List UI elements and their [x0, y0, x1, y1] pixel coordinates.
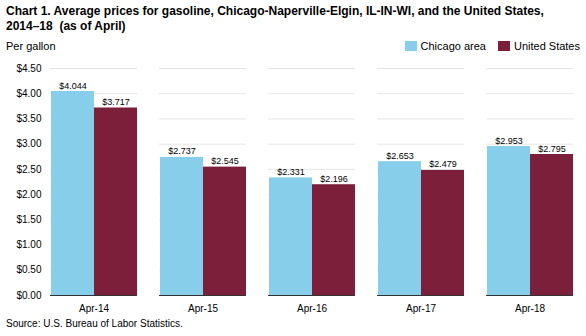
html-text:Chicago area: Chicago area [420, 40, 486, 52]
svg-text:Apr-18: Apr-18 [515, 303, 545, 314]
svg-text:$0.00: $0.00 [16, 290, 41, 301]
html-text:Chart 1. Average prices for ga: Chart 1. Average prices for gasoline, Ch… [6, 4, 548, 33]
svg-text:$4.50: $4.50 [16, 63, 41, 74]
svg-text:$3.50: $3.50 [16, 113, 41, 124]
svg-text:$2.331: $2.331 [277, 167, 305, 177]
svg-text:$2.479: $2.479 [429, 159, 457, 169]
svg-text:Apr-16: Apr-16 [297, 303, 327, 314]
html-text:Per gallon: Per gallon [6, 40, 56, 52]
svg-text:$2.196: $2.196 [320, 174, 348, 184]
svg-text:Apr-15: Apr-15 [188, 303, 218, 314]
svg-text:Apr-14: Apr-14 [79, 303, 109, 314]
svg-text:$4.044: $4.044 [59, 81, 87, 91]
svg-text:$0.50: $0.50 [16, 264, 41, 275]
svg-text:$2.737: $2.737 [168, 146, 196, 156]
svg-text:$2.50: $2.50 [16, 164, 41, 175]
svg-text:$2.953: $2.953 [495, 136, 523, 146]
html-text:Source: U.S. Bureau of Labor S: Source: U.S. Bureau of Labor Statistics. [6, 318, 183, 329]
svg-text:$2.653: $2.653 [386, 151, 414, 161]
svg-text:$2.795: $2.795 [538, 144, 566, 154]
svg-text:$4.00: $4.00 [16, 88, 41, 99]
svg-text:$3.00: $3.00 [16, 138, 41, 149]
html-text:United States: United States [514, 40, 580, 52]
svg-text:$2.545: $2.545 [211, 156, 239, 166]
svg-text:$1.50: $1.50 [16, 214, 41, 225]
svg-text:$1.00: $1.00 [16, 239, 41, 250]
svg-text:$3.717: $3.717 [102, 97, 130, 107]
svg-text:$2.00: $2.00 [16, 189, 41, 200]
svg-text:Apr-17: Apr-17 [406, 303, 436, 314]
